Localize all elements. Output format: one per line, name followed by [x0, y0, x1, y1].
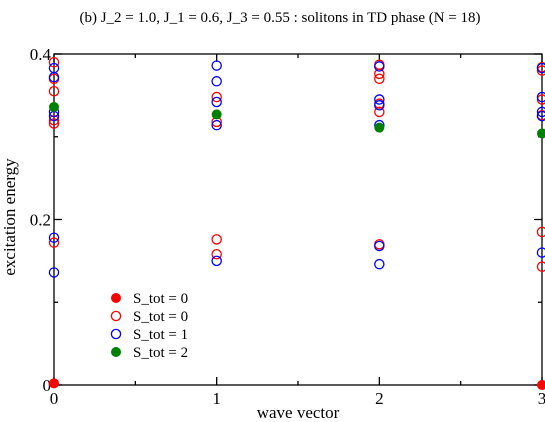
data-point-series-2 [211, 60, 222, 71]
axis-ticks: 0 1 2 3 0 0.2 0.4 [30, 45, 545, 408]
legend-label-3: S_tot = 2 [133, 345, 188, 361]
plot-frame [53, 53, 543, 386]
data-point-series-2 [374, 100, 385, 111]
data-point-series-0 [537, 380, 545, 390]
data-points [48, 57, 545, 390]
legend: S_tot = 0 S_tot = 0 S_tot = 1 S_tot = 2 [110, 291, 188, 361]
x-tick-label: 2 [375, 389, 384, 408]
legend-marker-0 [111, 293, 121, 303]
chart-title: (b) J_2 = 1.0, J_1 = 0.6, J_3 = 0.55 : s… [79, 10, 480, 26]
data-point-series-2 [211, 96, 222, 108]
x-axis-label: wave vector [257, 403, 340, 422]
data-point-series-1 [48, 85, 60, 97]
data-point-series-1 [211, 234, 222, 245]
y-tick-label: 0.2 [30, 211, 51, 230]
data-point-series-2 [536, 247, 545, 258]
data-point-series-1 [374, 73, 385, 85]
data-point-series-1 [536, 226, 545, 238]
data-point-series-3 [374, 122, 385, 133]
data-point-series-1 [374, 106, 385, 118]
legend-label-2: S_tot = 1 [133, 327, 188, 343]
data-point-series-1 [48, 118, 60, 129]
data-point-series-2 [48, 62, 60, 74]
data-point-series-2 [374, 94, 385, 105]
y-axis-label: excitation energy [0, 158, 19, 276]
y-tick-label: 0.4 [30, 45, 52, 64]
x-tick-label: 3 [538, 389, 545, 408]
data-point-series-2 [374, 240, 385, 252]
data-point-series-2 [211, 119, 222, 131]
data-point-series-1 [536, 261, 545, 272]
data-point-series-2 [374, 258, 385, 270]
legend-marker-1 [110, 310, 122, 322]
x-tick-label: 1 [212, 389, 221, 408]
data-point-series-2 [536, 91, 545, 103]
legend-marker-3 [111, 347, 121, 357]
y-tick-label: 0 [43, 376, 52, 395]
data-point-series-3 [49, 101, 59, 112]
data-point-series-2 [48, 267, 60, 278]
data-point-series-2 [374, 61, 385, 72]
data-point-series-1 [48, 57, 60, 68]
data-point-series-2 [536, 106, 545, 118]
data-point-series-1 [48, 114, 60, 126]
legend-label-1: S_tot = 0 [133, 309, 188, 325]
data-point-series-2 [536, 110, 545, 122]
data-point-series-1 [211, 91, 222, 103]
data-point-series-3 [211, 109, 222, 120]
data-point-series-2 [211, 255, 222, 267]
data-point-series-2 [536, 62, 545, 74]
data-point-series-1 [211, 249, 222, 260]
data-point-series-2 [48, 232, 60, 243]
data-point-series-3 [537, 128, 545, 139]
x-tick-label: 0 [50, 389, 59, 408]
data-point-series-0 [49, 378, 59, 389]
data-point-series-2 [211, 76, 222, 87]
legend-label-0: S_tot = 0 [133, 291, 188, 307]
legend-marker-2 [110, 328, 122, 340]
data-point-series-1 [48, 237, 60, 248]
